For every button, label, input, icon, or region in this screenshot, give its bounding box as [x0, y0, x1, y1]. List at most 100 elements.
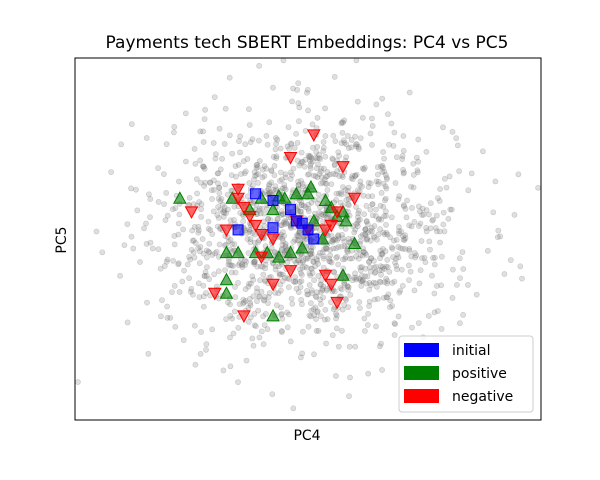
background-point: [400, 236, 407, 243]
background-point: [339, 231, 345, 238]
background-point: [328, 238, 335, 244]
background-point: [247, 280, 254, 287]
background-point: [317, 281, 324, 288]
background-point: [230, 262, 236, 269]
background-point: [356, 305, 363, 311]
background-point: [331, 73, 338, 80]
background-point: [433, 228, 440, 235]
background-point: [389, 245, 396, 252]
point-initial: [250, 188, 262, 200]
background-point: [379, 162, 386, 169]
background-point: [312, 293, 319, 299]
background-point: [366, 286, 373, 293]
background-point: [172, 205, 179, 212]
background-point: [240, 300, 247, 307]
background-point: [339, 119, 345, 126]
background-point: [517, 263, 524, 270]
background-point: [352, 343, 359, 350]
background-point: [303, 89, 310, 96]
background-point: [330, 236, 336, 243]
background-point: [418, 255, 425, 261]
background-point: [229, 241, 235, 247]
background-point: [253, 288, 260, 295]
background-point: [359, 231, 366, 238]
background-point: [355, 145, 362, 152]
background-point: [328, 181, 335, 188]
background-point: [239, 264, 246, 270]
plot-area: [74, 57, 542, 421]
background-point: [318, 165, 325, 172]
background-point: [339, 306, 346, 313]
background-point: [341, 117, 348, 124]
background-point: [332, 236, 339, 243]
background-point: [251, 258, 258, 265]
background-point: [314, 155, 321, 162]
background-point: [397, 287, 404, 294]
background-point: [320, 144, 327, 151]
background-point: [328, 259, 335, 266]
background-point: [198, 201, 205, 208]
background-point: [429, 217, 436, 224]
background-point: [208, 187, 215, 194]
background-point: [245, 250, 252, 256]
point-positive: [266, 308, 280, 322]
point-positive: [231, 245, 245, 259]
background-point: [246, 180, 253, 186]
background-point: [347, 255, 353, 262]
background-point: [339, 174, 346, 180]
background-point: [379, 264, 386, 270]
background-point: [375, 231, 382, 238]
background-point: [352, 270, 358, 277]
background-point: [361, 164, 368, 171]
background-point: [333, 254, 340, 261]
background-point: [422, 259, 429, 266]
background-point: [302, 127, 309, 134]
background-point: [359, 252, 366, 259]
background-point: [171, 282, 178, 289]
background-point: [389, 280, 396, 286]
background-point: [425, 211, 432, 218]
background-point: [357, 182, 364, 188]
background-point: [200, 128, 206, 135]
background-point: [307, 152, 313, 159]
background-point: [242, 261, 248, 268]
background-point: [213, 248, 220, 255]
background-point: [175, 231, 182, 238]
point-negative: [266, 233, 280, 247]
background-point: [143, 220, 149, 227]
background-point: [341, 139, 348, 146]
background-point: [344, 248, 351, 255]
background-point: [292, 236, 298, 243]
background-point: [362, 226, 369, 232]
point-initial: [308, 233, 320, 245]
background-point: [343, 154, 349, 160]
background-point: [330, 306, 337, 313]
background-point: [197, 243, 204, 250]
background-point: [209, 326, 216, 333]
background-point: [307, 251, 314, 258]
background-point: [241, 299, 248, 306]
background-point: [298, 199, 305, 205]
background-point: [340, 235, 346, 242]
background-point: [251, 176, 257, 183]
background-point: [392, 180, 399, 186]
background-point: [255, 171, 261, 177]
background-point: [195, 227, 202, 234]
legend: initial positive negative: [398, 335, 534, 413]
background-point: [200, 303, 207, 310]
background-point: [359, 277, 366, 284]
background-point: [147, 239, 154, 246]
background-point: [360, 248, 367, 255]
background-point: [206, 240, 213, 247]
point-initial: [267, 222, 279, 234]
point-initial: [232, 224, 244, 236]
background-point: [267, 189, 274, 196]
background-point: [383, 263, 390, 270]
background-point: [408, 183, 414, 190]
background-point: [345, 284, 352, 291]
background-point: [436, 197, 443, 204]
background-point: [232, 294, 239, 300]
background-point: [244, 236, 251, 242]
point-negative: [254, 228, 269, 242]
background-point: [309, 270, 316, 276]
